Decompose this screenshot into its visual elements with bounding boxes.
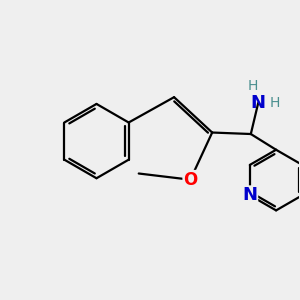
Text: O: O bbox=[183, 171, 197, 189]
Text: H: H bbox=[248, 80, 258, 94]
Text: H: H bbox=[269, 96, 280, 110]
Text: N: N bbox=[242, 186, 257, 204]
Text: N: N bbox=[251, 94, 266, 112]
